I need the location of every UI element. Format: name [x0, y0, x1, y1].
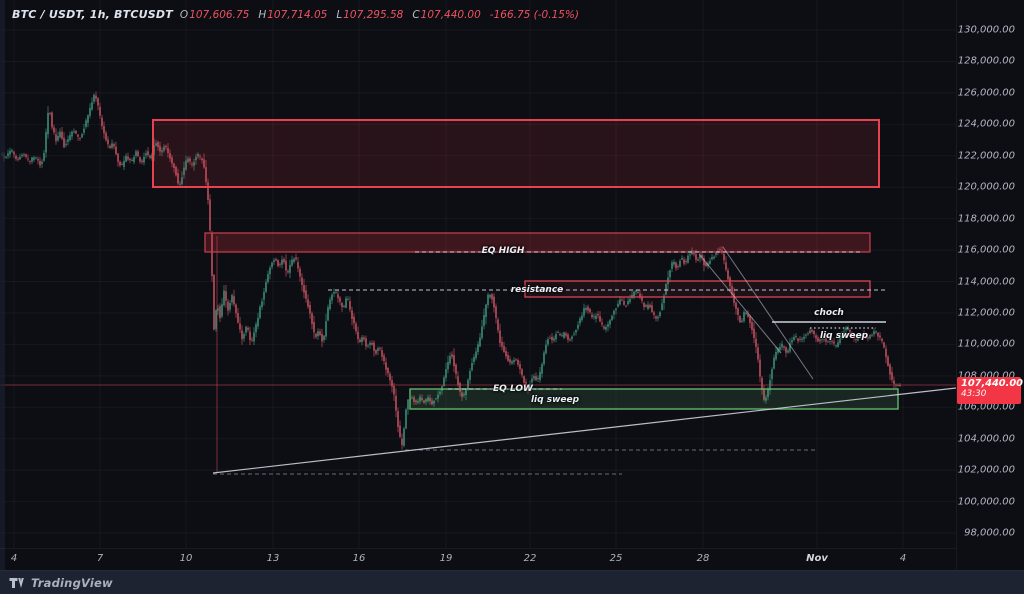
price-tick-label: 116,000.00 [957, 244, 1015, 256]
time-tick-label: 4 [899, 553, 907, 564]
time-tick-label: 4 [10, 553, 18, 564]
change-value: -166.75 (-0.15%) [489, 9, 580, 21]
price-tick-label: 108,000.00 [957, 370, 1015, 382]
price-tick-label: 130,000.00 [957, 24, 1015, 36]
price-tick-label: 110,000.00 [957, 338, 1015, 350]
price-tick-label: 126,000.00 [957, 87, 1015, 99]
last-price-value: 107,440.00 [961, 378, 1023, 389]
price-tick-label: 100,000.00 [957, 496, 1015, 508]
time-tick-label: 25 [609, 553, 623, 564]
left-edge-strip [0, 0, 5, 594]
tradingview-logo-icon[interactable] [9, 576, 25, 590]
low-label: L [336, 9, 343, 21]
time-tick-label: 22 [523, 553, 537, 564]
price-tick-label: 118,000.00 [957, 213, 1015, 225]
last-price-badge: 107,440.00 43:30 [957, 377, 1023, 404]
time-axis[interactable]: 4 7 10 13 16 19 22 25 28 Nov 4 [0, 548, 956, 571]
time-tick-label: 16 [352, 553, 366, 564]
price-tick-label: 128,000.00 [957, 55, 1015, 67]
price-tick-label: 106,000.00 [957, 401, 1015, 413]
eq-high-label[interactable]: EQ HIGH [481, 246, 525, 256]
ohlc-values: O 107,606.75 H 107,714.05 L 107,295.58 C 107… [180, 9, 579, 21]
price-tick-label: 122,000.00 [957, 150, 1015, 162]
symbol-title[interactable]: BTC / USDT, 1h, BTCUSDT [12, 8, 173, 21]
price-axis[interactable]: 130,000.00 128,000.00 126,000.00 124,000.00… [956, 0, 1024, 570]
choch-label[interactable]: choch [814, 308, 844, 318]
high-label: H [258, 9, 267, 21]
time-tick-label: 10 [179, 553, 193, 564]
bottom-bar: TradingView [0, 570, 1024, 594]
liq-sweep-right-label[interactable]: liq sweep [819, 331, 869, 341]
time-tick-label: 7 [96, 553, 104, 564]
eq-low-label[interactable]: EQ LOW [493, 384, 533, 394]
low-value: 107,295.58 [343, 9, 404, 21]
tradingview-logo-text[interactable]: TradingView [31, 575, 113, 590]
close-value: 107,440.00 [420, 9, 481, 21]
close-label: C [412, 9, 420, 21]
bar-countdown: 43:30 [961, 389, 987, 400]
open-label: O [179, 9, 189, 21]
price-tick-label: 98,000.00 [964, 527, 1015, 539]
high-value: 107,714.05 [267, 9, 328, 21]
time-tick-label: Nov [806, 553, 828, 564]
price-tick-label: 112,000.00 [957, 307, 1015, 319]
open-value: 107,606.75 [189, 9, 250, 21]
symbol-header[interactable]: BTC / USDT, 1h, BTCUSDT O 107,606.75 H 107… [12, 8, 579, 21]
drawing-annotations: EQ HIGH resistance choch liq sweep EQ LOW liq… [481, 246, 869, 405]
time-tick-label: 19 [439, 553, 453, 564]
resistance-label[interactable]: resistance [510, 285, 564, 295]
time-tick-label: 13 [266, 553, 280, 564]
price-tick-label: 102,000.00 [957, 464, 1015, 476]
time-tick-label: 28 [696, 553, 710, 564]
price-tick-label: 114,000.00 [957, 276, 1015, 287]
price-tick-label: 104,000.00 [957, 433, 1015, 445]
price-tick-label: 124,000.00 [957, 118, 1015, 130]
liq-sweep-box-label[interactable]: liq sweep [530, 395, 580, 405]
price-tick-label: 120,000.00 [957, 181, 1015, 193]
